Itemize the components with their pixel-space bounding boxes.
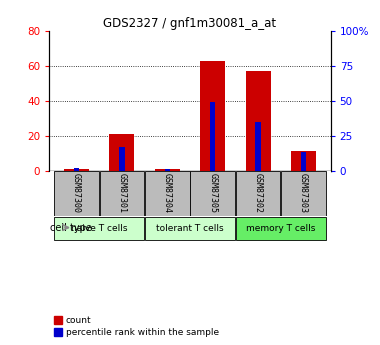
Bar xyxy=(291,151,316,170)
Bar xyxy=(100,170,144,216)
Bar xyxy=(74,168,79,170)
Text: cell type: cell type xyxy=(50,223,92,233)
Text: memory T cells: memory T cells xyxy=(246,224,315,233)
Title: GDS2327 / gnf1m30081_a_at: GDS2327 / gnf1m30081_a_at xyxy=(103,17,277,30)
Bar xyxy=(245,71,271,170)
Text: GSM87301: GSM87301 xyxy=(117,173,127,213)
Bar xyxy=(236,170,280,216)
Text: tolerant T cells: tolerant T cells xyxy=(156,224,224,233)
Text: GSM87303: GSM87303 xyxy=(299,173,308,213)
Bar xyxy=(301,152,306,170)
Bar xyxy=(281,170,326,216)
Text: GSM87302: GSM87302 xyxy=(253,173,263,213)
Bar xyxy=(165,169,170,170)
Bar xyxy=(200,61,225,170)
Text: GSM87300: GSM87300 xyxy=(72,173,81,213)
Bar xyxy=(109,134,135,170)
Bar xyxy=(190,170,235,216)
Text: GSM87304: GSM87304 xyxy=(163,173,172,213)
Bar xyxy=(54,217,144,240)
Bar xyxy=(145,217,235,240)
Text: GSM87305: GSM87305 xyxy=(208,173,217,213)
Bar xyxy=(145,170,190,216)
Legend: count, percentile rank within the sample: count, percentile rank within the sample xyxy=(54,316,219,337)
Bar xyxy=(64,169,89,170)
Bar xyxy=(236,217,326,240)
Bar xyxy=(210,102,215,170)
Bar xyxy=(255,122,261,170)
Text: naive T cells: naive T cells xyxy=(71,224,128,233)
Bar xyxy=(155,169,180,170)
Bar xyxy=(54,170,99,216)
Bar xyxy=(119,147,125,170)
